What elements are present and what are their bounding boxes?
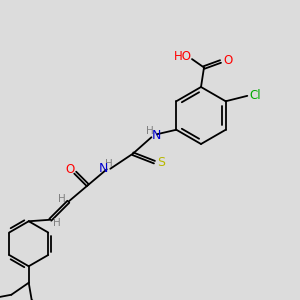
Text: Cl: Cl	[250, 89, 262, 102]
Text: O: O	[65, 163, 74, 176]
Text: O: O	[224, 54, 232, 68]
Text: H: H	[58, 194, 66, 204]
Text: HO: HO	[174, 50, 192, 63]
Text: N: N	[99, 162, 108, 175]
Text: H: H	[105, 159, 113, 169]
Text: H: H	[53, 218, 61, 228]
Text: H: H	[146, 126, 154, 136]
Text: S: S	[157, 156, 165, 169]
Text: N: N	[152, 129, 161, 142]
